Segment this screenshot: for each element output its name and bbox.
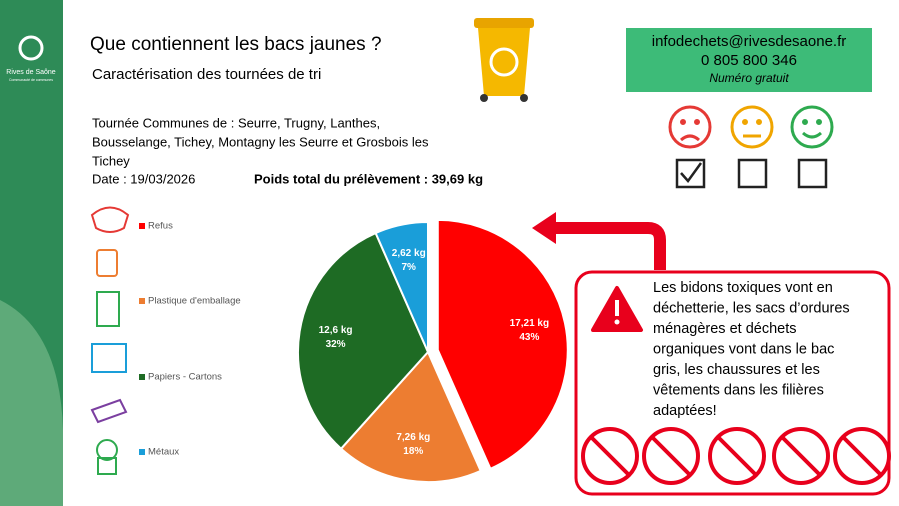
title: Que contiennent les bacs jaunes ? [90,34,382,55]
contact-box [626,28,872,92]
warning-line: ménagères et déchets [653,321,796,337]
subtitle: Caractérisation des tournées de tri [92,66,321,83]
total-weight: Poids total du prélèvement : 39,69 kg [254,171,483,186]
pie-slice [297,231,430,451]
share-label: 18% [403,446,423,457]
share-label: 32% [326,339,346,350]
legend: Refus Plastique d'emballage Papiers - Cart… [139,221,241,458]
forbidden-icons [581,427,891,485]
warning-icon [591,286,643,332]
logo-tagline: Communauté de communes [9,78,53,82]
legend-label: Métaux [148,447,179,458]
warning-text: Les bidons toxiques vont en déchetterie, … [653,280,850,419]
value-label: 7,26 kg [396,432,430,443]
value-label: 2,62 kg [392,248,426,259]
value-label: 12,6 kg [319,325,353,336]
warning-line: vêtements dans les filières [653,382,824,398]
value-label: 17,21 kg [510,318,549,329]
pie-slice [436,218,569,471]
pie-slice [339,350,482,483]
legend-label: Plastique d'emballage [148,296,241,307]
legend-icons [90,206,130,475]
yellow-bin-icon [474,18,534,102]
arrow-head [532,212,556,244]
smileys [668,105,834,149]
logo-mark [18,35,44,61]
pie-chart: 17,21 kg 43% 7,26 kg 18% 12,6 kg 32% 2,62 kg 7% [297,218,569,483]
contact-phone: 0 805 800 346 [701,52,797,69]
checkboxes [675,158,828,189]
warning-line: Les bidons toxiques vont en [653,280,833,296]
tour-text: Tournée Communes de : Seurre, Trugny, La… [92,115,429,168]
arrow-shaft [552,222,666,270]
tour-line: Bousselange, Tichey, Montagny les Seurre… [92,134,429,149]
legend-swatch [139,223,145,229]
legend-swatch [139,449,145,455]
contact-note: Numéro gratuit [709,71,789,85]
legend-swatch [139,374,145,380]
warning-line: organiques vont dans le bac [653,341,834,357]
warning-line: déchetterie, les sacs d’ordures [653,300,850,316]
warning-line: adaptées! [653,403,717,419]
share-label: 7% [402,262,417,273]
legend-swatch [139,298,145,304]
tour-line: Tichey [92,153,130,168]
date: Date : 19/03/2026 [92,171,195,186]
pie-slice [374,220,429,353]
logo-name: Rives de Saône [6,69,56,76]
legend-label: Papiers - Cartons [148,372,222,383]
side-curve [0,300,63,506]
contact-email: infodechets@rivesdesaone.fr [652,33,847,50]
legend-label: Refus [148,221,173,232]
warning-line: gris, les chaussures et les [653,362,820,378]
share-label: 43% [519,332,539,343]
tour-line: Tournée Communes de : Seurre, Trugny, La… [92,115,380,130]
